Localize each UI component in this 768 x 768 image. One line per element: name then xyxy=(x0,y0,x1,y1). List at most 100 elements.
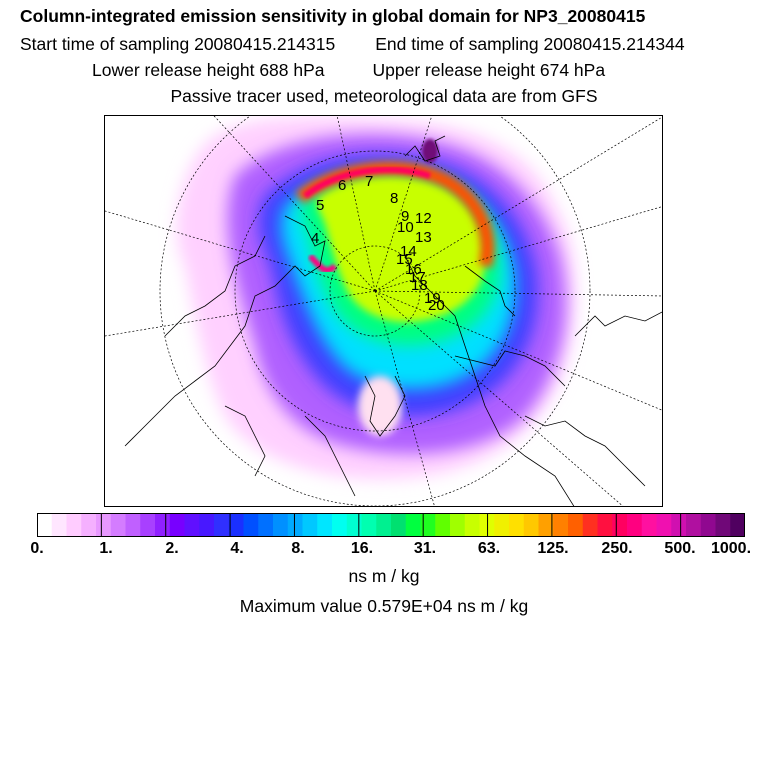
traj-label: 7 xyxy=(365,173,373,190)
start-time-label: Start time of sampling 20080415.214315 xyxy=(20,34,336,54)
colorbar-cell xyxy=(66,513,82,537)
colorbar-cell xyxy=(420,513,436,537)
colorbar-cell xyxy=(332,513,348,537)
release-heights: Lower release height 688 hPa Upper releas… xyxy=(92,60,768,81)
colorbar-cell xyxy=(258,513,274,537)
colorbar-cell xyxy=(641,513,658,537)
graticule xyxy=(105,116,662,506)
colorbar-cell xyxy=(538,513,554,537)
colorbar-cells xyxy=(37,513,745,537)
colorbar-cell xyxy=(597,513,613,537)
colorbar-cell xyxy=(612,513,628,537)
colorbar-cell xyxy=(686,513,702,537)
traj-label: 16 xyxy=(405,261,422,278)
traj-label: 18 xyxy=(411,277,428,294)
colorbar-tick: 8. xyxy=(291,540,305,557)
colorbar-cell xyxy=(435,513,451,537)
traj-label: 14 xyxy=(400,243,417,260)
colorbar-cell xyxy=(96,513,112,537)
colorbar-cell xyxy=(376,513,392,537)
sensitivity-field xyxy=(176,116,576,480)
colorbar-tick: 63. xyxy=(477,540,501,557)
field-red-band xyxy=(303,166,431,199)
traj-label: 12 xyxy=(415,210,432,227)
colorbar-cell xyxy=(125,513,141,537)
field-magenta-spot xyxy=(307,253,338,274)
colorbar-cell xyxy=(81,513,97,537)
colorbar-cell xyxy=(199,513,215,537)
colorbar-cell xyxy=(287,513,304,537)
colorbar-cell xyxy=(361,513,377,537)
colorbar-cell xyxy=(553,513,569,537)
colorbar-cell xyxy=(155,513,171,537)
colorbar-separators xyxy=(100,513,682,537)
colorbar-cell xyxy=(273,513,289,537)
colorbar-cell xyxy=(405,513,422,537)
upper-release-label: Upper release height 674 hPa xyxy=(372,60,606,80)
tracer-info: Passive tracer used, meteorological data… xyxy=(170,86,598,106)
colorbar-cell xyxy=(464,513,481,537)
colorbar-tick: 1000. xyxy=(710,540,752,557)
colorbar-cell xyxy=(730,513,745,537)
plot-title: Column-integrated emission sensitivity i… xyxy=(20,6,646,26)
colorbar-cell xyxy=(494,513,510,537)
colorbar-cell xyxy=(715,513,731,537)
colorbar-tick: 4. xyxy=(230,540,244,557)
traj-label: 13 xyxy=(415,229,432,246)
map-svg: 4 5 6 7 8 9 10 12 13 14 15 16 17 18 19 2… xyxy=(105,116,662,506)
colorbar-cell xyxy=(184,513,200,537)
colorbar-cell xyxy=(509,513,525,537)
colorbar-tick: 125. xyxy=(537,540,569,557)
traj-label: 19 xyxy=(424,290,441,307)
colorbar-cell xyxy=(243,513,259,537)
field-gap xyxy=(358,376,402,436)
trajectory-labels: 4 5 6 7 8 9 10 12 13 14 15 16 17 18 19 2… xyxy=(311,173,445,314)
traj-label: 4 xyxy=(311,230,319,247)
colorbar-cell xyxy=(302,513,318,537)
colorbar-frame xyxy=(37,513,745,537)
colorbar-cell xyxy=(391,513,407,537)
colorbar-cell xyxy=(346,513,363,537)
colorbar-cell xyxy=(568,513,584,537)
traj-label: 6 xyxy=(338,177,346,194)
field-max-spot xyxy=(422,139,438,163)
colorbar-cell xyxy=(140,513,156,537)
colorbar-cell xyxy=(51,513,68,537)
colorbar-cell xyxy=(627,513,643,537)
sampling-times: Start time of sampling 20080415.214315 En… xyxy=(20,34,768,55)
colorbar-cell xyxy=(169,513,186,537)
colorbar-cell xyxy=(450,513,466,537)
colorbar-cell xyxy=(37,513,53,537)
colorbar-tick: 2. xyxy=(165,540,179,557)
traj-label: 5 xyxy=(316,197,324,214)
colorbar-tick: 1. xyxy=(99,540,113,557)
colorbar-cell xyxy=(523,513,540,537)
colorbar-cell xyxy=(228,513,245,537)
colorbar-cell xyxy=(582,513,599,537)
traj-label: 9 xyxy=(401,208,409,225)
colorbar-tick: 16. xyxy=(350,540,374,557)
colorbar-tick: 0. xyxy=(30,540,44,557)
colorbar-tick: 31. xyxy=(413,540,437,557)
colorbar-cell xyxy=(700,513,717,537)
maximum-value: Maximum value 0.579E+04 ns m / kg xyxy=(239,596,529,616)
colorbar-cell xyxy=(214,513,230,537)
traj-label: 10 xyxy=(397,219,414,236)
colorbar-cell xyxy=(656,513,672,537)
colorbar-cell xyxy=(317,513,333,537)
traj-label: 20 xyxy=(428,297,445,314)
end-time-label: End time of sampling 20080415.214344 xyxy=(375,34,685,54)
lower-release-label: Lower release height 688 hPa xyxy=(92,60,325,80)
colorbar-cell xyxy=(110,513,127,537)
field-yellowgreen xyxy=(317,176,486,322)
traj-label: 15 xyxy=(396,251,413,268)
traj-label: 8 xyxy=(390,190,398,207)
colorbar xyxy=(37,513,745,537)
sensitivity-map: 4 5 6 7 8 9 10 12 13 14 15 16 17 18 19 2… xyxy=(104,115,663,507)
colorbar-tick: 250. xyxy=(601,540,633,557)
colorbar-units: ns m / kg xyxy=(348,566,420,586)
coastlines xyxy=(124,135,662,506)
colorbar-cell xyxy=(671,513,687,537)
colorbar-tick: 500. xyxy=(664,540,696,557)
traj-label: 17 xyxy=(409,269,426,286)
